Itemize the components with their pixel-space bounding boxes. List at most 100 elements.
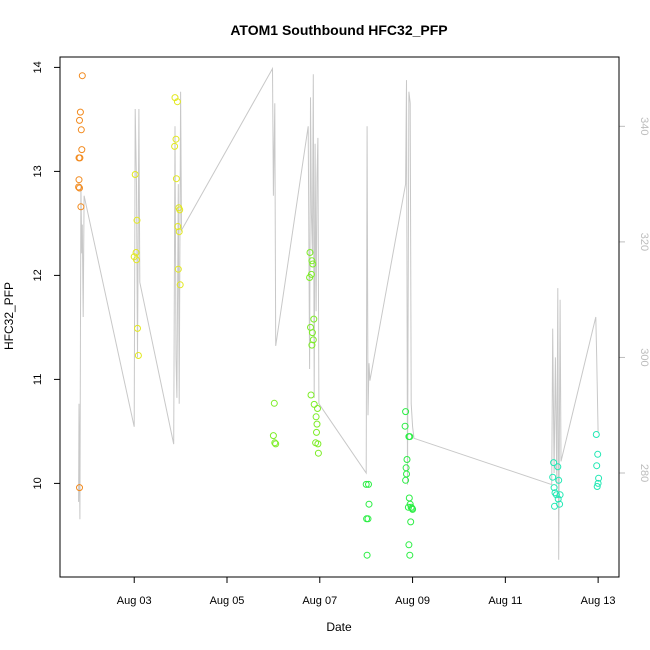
data-point	[550, 459, 558, 467]
data-point	[592, 431, 600, 438]
data-point	[402, 464, 410, 472]
data-point	[405, 494, 413, 502]
data-point	[552, 491, 560, 499]
data-point	[77, 203, 85, 211]
trace-line	[78, 66, 599, 560]
data-point	[312, 413, 320, 421]
data-point	[309, 260, 317, 268]
axes: Aug 03 Aug 05 Aug 07 Aug 09 Aug 11 Aug 13 10 11…	[32, 61, 650, 607]
chart-title: ATOM1 Southbound HFC32_PFP	[230, 22, 447, 38]
data-point	[409, 505, 417, 513]
y-tick-label: 10	[32, 477, 44, 489]
y2-tick-label: 280	[638, 464, 650, 482]
x-tick-label: Aug 09	[395, 595, 430, 607]
data-point	[309, 336, 317, 344]
data-point	[175, 228, 183, 236]
data-point	[314, 405, 321, 412]
data-point	[171, 142, 179, 150]
data-point	[134, 324, 141, 332]
data-point	[172, 135, 180, 143]
data-points	[75, 72, 603, 559]
data-point	[132, 249, 140, 256]
data-point	[308, 341, 316, 349]
data-point	[406, 551, 414, 559]
data-point	[176, 281, 184, 289]
data-point	[174, 223, 182, 230]
data-point	[594, 479, 602, 487]
data-point	[133, 256, 140, 264]
data-point	[134, 352, 142, 359]
data-point	[75, 176, 83, 184]
y2-tick-label: 320	[638, 233, 650, 251]
data-point	[554, 495, 562, 503]
y2-tick-label: 300	[638, 348, 650, 366]
data-point	[306, 274, 314, 281]
data-point	[403, 470, 410, 478]
y2-tick-label: 340	[638, 117, 650, 135]
data-point	[402, 476, 410, 484]
data-point	[310, 315, 318, 323]
data-point	[550, 484, 558, 492]
data-point	[405, 541, 413, 549]
data-point	[306, 249, 314, 256]
data-point	[310, 400, 318, 408]
data-point	[362, 480, 370, 488]
data-point	[314, 449, 322, 457]
data-point	[313, 420, 321, 428]
data-point	[172, 175, 180, 183]
data-point	[363, 551, 371, 559]
data-point	[401, 422, 409, 430]
y-tick-label: 12	[32, 269, 44, 281]
data-point	[406, 433, 414, 441]
data-point	[76, 154, 84, 162]
data-point	[174, 265, 182, 273]
data-point	[270, 399, 278, 407]
data-point	[76, 108, 84, 116]
data-point	[76, 116, 83, 124]
data-point	[556, 491, 564, 499]
data-point	[78, 72, 86, 80]
x-tick-label: Aug 07	[302, 595, 337, 607]
plot-frame	[59, 56, 620, 578]
data-point	[308, 257, 316, 265]
right-axis-trace	[78, 66, 599, 560]
data-point	[551, 502, 558, 510]
y-tick-label: 11	[32, 374, 44, 385]
data-point	[307, 391, 315, 399]
data-point	[365, 500, 373, 508]
data-point	[594, 450, 602, 458]
x-tick-label: Aug 05	[210, 595, 245, 607]
data-point	[407, 518, 415, 526]
data-point	[78, 146, 86, 154]
data-point	[313, 428, 320, 436]
y-tick-label: 13	[32, 165, 44, 177]
data-point	[555, 476, 563, 484]
data-point	[593, 462, 601, 470]
y-axis-label: HFC32_PFP	[2, 282, 16, 350]
data-point	[77, 126, 85, 134]
x-tick-label: Aug 11	[488, 595, 522, 607]
data-point	[269, 432, 277, 440]
data-point	[403, 456, 411, 463]
data-point	[595, 474, 603, 482]
data-point	[404, 503, 412, 511]
data-point	[314, 440, 322, 448]
x-tick-label: Aug 03	[117, 595, 152, 607]
y-tick-label: 14	[32, 61, 44, 73]
data-point	[173, 98, 181, 106]
x-tick-label: Aug 13	[581, 595, 616, 607]
data-point	[554, 463, 562, 471]
data-point	[549, 473, 557, 481]
data-point	[133, 216, 141, 224]
data-point	[131, 171, 139, 178]
data-point	[365, 480, 372, 488]
data-point	[593, 483, 601, 490]
data-point	[308, 329, 316, 337]
x-axis-label: Date	[326, 620, 352, 634]
data-point	[272, 440, 280, 448]
data-point	[364, 515, 372, 523]
data-point	[176, 206, 184, 214]
data-point	[76, 184, 83, 192]
data-point	[76, 484, 83, 492]
